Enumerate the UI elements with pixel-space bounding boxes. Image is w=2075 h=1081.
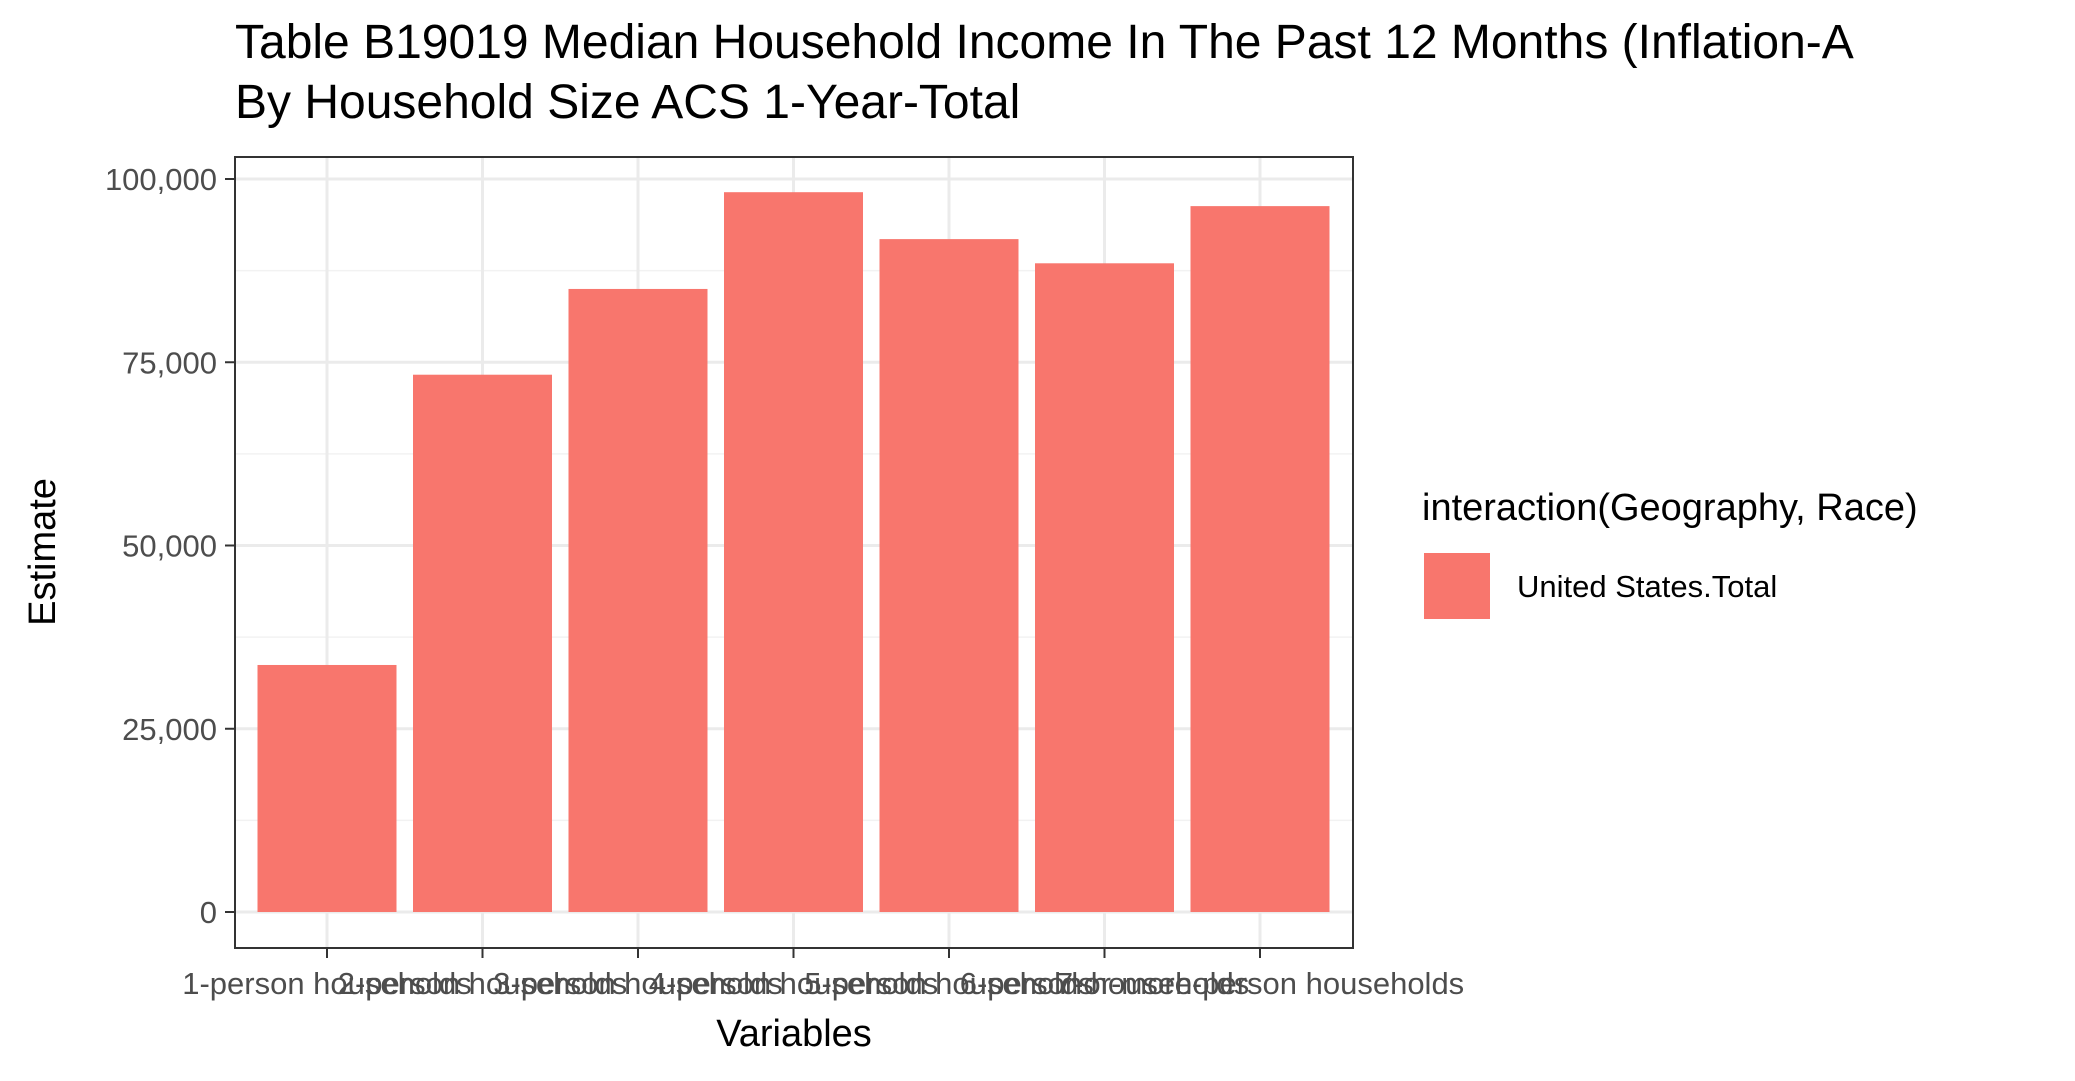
bar (413, 374, 552, 912)
y-tick-label: 50,000 (122, 529, 217, 564)
y-axis: 0 25,000 50,000 75,000 100,000 (105, 162, 235, 930)
chart-title: Table B19019 Median Household Income In … (235, 16, 1854, 129)
bar (1190, 206, 1330, 913)
bars (257, 192, 1330, 913)
x-tick-label: 1-person households (182, 966, 472, 1001)
x-tick-label: 2-person households (338, 966, 628, 1001)
y-tick-label: 0 (200, 895, 217, 930)
x-tick-label: 3-person households (493, 966, 783, 1001)
bar (1035, 263, 1174, 912)
bar (257, 664, 397, 912)
y-axis-title: Estimate (22, 478, 64, 626)
bar (568, 288, 708, 912)
y-tick-label: 25,000 (122, 712, 217, 747)
y-tick-label: 75,000 (122, 345, 217, 380)
chart-title-line-2: By Household Size ACS 1-Year-Total (235, 76, 1020, 129)
x-tick-label: 5-person households (804, 966, 1094, 1001)
bar (724, 192, 863, 913)
x-tick-label: 7-or-more-person households (1056, 966, 1464, 1001)
chart-title-line-1: Table B19019 Median Household Income In … (235, 16, 1854, 69)
legend-title: interaction(Geography, Race) (1422, 487, 1918, 529)
x-tick-label: 4-person households (649, 966, 939, 1001)
legend-label: United States.Total (1517, 569, 1777, 604)
legend-key (1424, 553, 1490, 619)
x-axis-title: Variables (716, 1013, 872, 1055)
bar (879, 239, 1019, 912)
y-tick-label: 100,000 (105, 162, 217, 197)
legend: interaction(Geography, Race) United Stat… (1422, 487, 1918, 619)
x-tick-label: 6-person households (960, 966, 1250, 1001)
